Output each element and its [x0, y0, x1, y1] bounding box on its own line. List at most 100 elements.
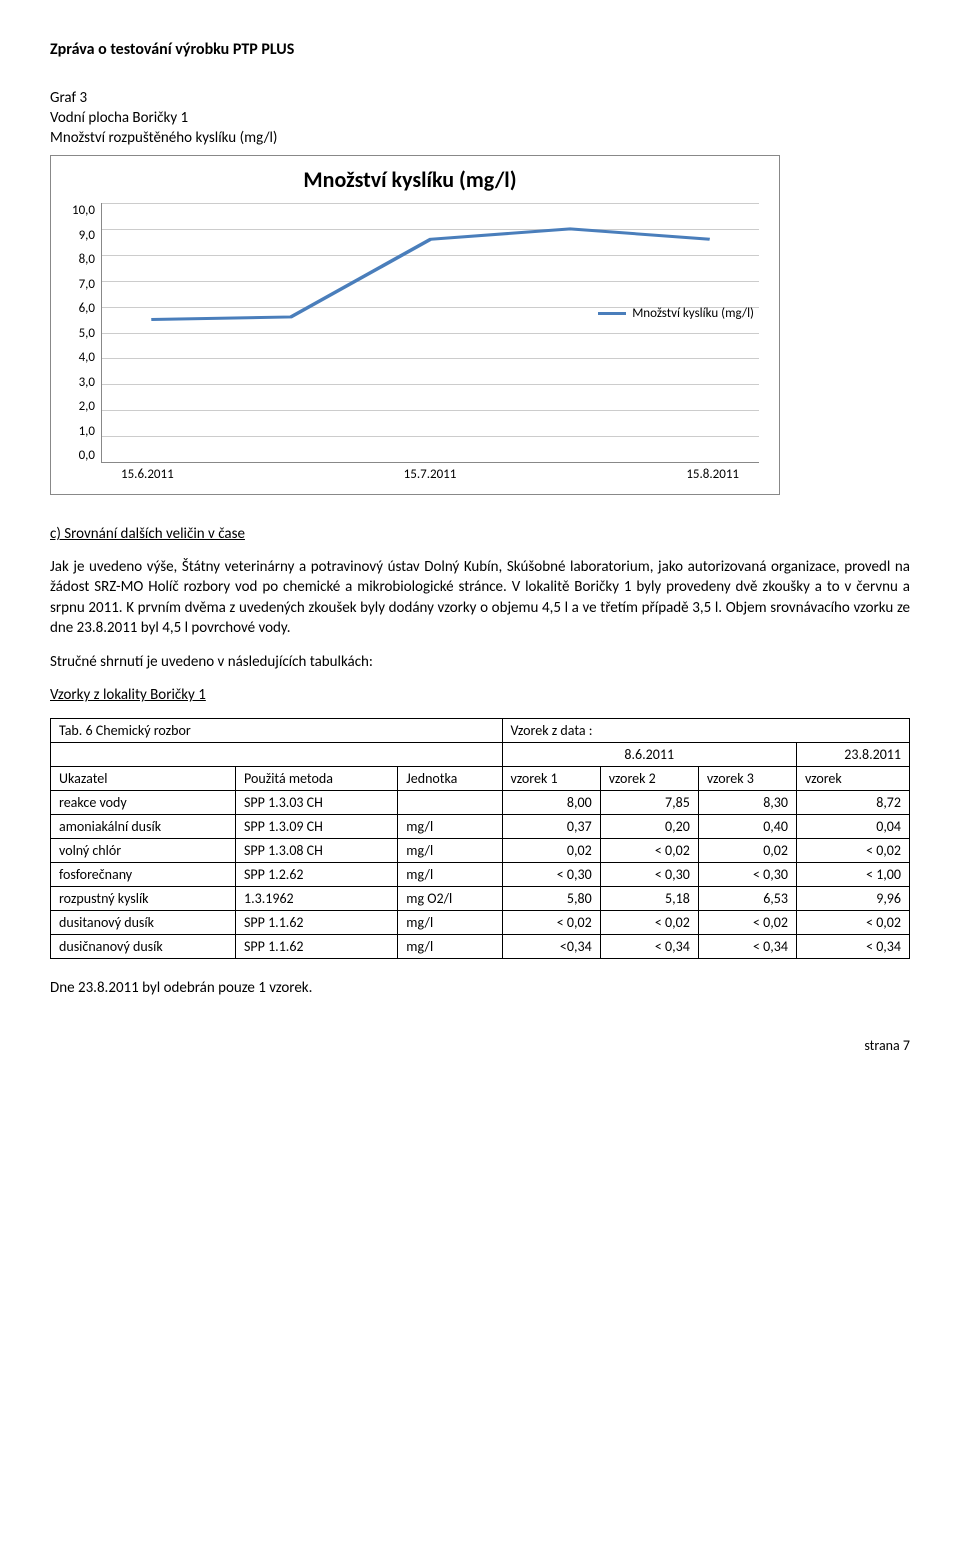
section-c-title: c) Srovnání dalších veličin v čase	[50, 525, 910, 543]
table-cell: SPP 1.3.03 CH	[236, 791, 398, 815]
table-cell: 1.3.1962	[236, 887, 398, 911]
y-tick: 10,0	[72, 203, 95, 218]
footer-note: Dne 23.8.2011 byl odebrán pouze 1 vzorek…	[50, 979, 910, 997]
chemistry-table: Tab. 6 Chemický rozbor Vzorek z data : 8…	[50, 718, 910, 959]
table-cell: < 0,30	[698, 863, 796, 887]
plot-area	[101, 203, 759, 463]
x-axis-labels: 15.6.2011 15.7.2011 15.8.2011	[101, 467, 759, 482]
col-header: Ukazatel	[51, 767, 236, 791]
table-cell: < 0,02	[796, 911, 909, 935]
chart-title: Množství kyslíku (mg/l)	[61, 166, 759, 193]
table-cell: dusitanový dusík	[51, 911, 236, 935]
table-cell: mg/l	[398, 911, 502, 935]
y-tick: 9,0	[79, 228, 95, 243]
table-cell: 8,00	[502, 791, 600, 815]
table-cell: fosforečnany	[51, 863, 236, 887]
chart-body: 10,0 9,0 8,0 7,0 6,0 5,0 4,0 3,0 2,0 1,0 0,0	[61, 203, 759, 463]
y-tick: 2,0	[79, 399, 95, 414]
x-tick: 15.7.2011	[404, 467, 457, 482]
table-cell: 0,40	[698, 815, 796, 839]
table-cell: mg/l	[398, 935, 502, 959]
table-cell: dusičnanový dusík	[51, 935, 236, 959]
graf-subtitle-1: Vodní plocha Boričky 1	[50, 109, 910, 127]
col-header: Jednotka	[398, 767, 502, 791]
table-row: amoniakální dusíkSPP 1.3.09 CHmg/l0,370,…	[51, 815, 910, 839]
table-cell: 7,85	[600, 791, 698, 815]
col-header: vzorek 1	[502, 767, 600, 791]
y-axis: 10,0 9,0 8,0 7,0 6,0 5,0 4,0 3,0 2,0 1,0 0,0	[61, 203, 101, 463]
table-cell: < 0,34	[796, 935, 909, 959]
y-tick: 7,0	[79, 277, 95, 292]
col-header: vzorek 2	[600, 767, 698, 791]
table-dates-row: 8.6.2011 23.8.2011	[51, 743, 910, 767]
y-tick: 4,0	[79, 350, 95, 365]
table-cell: 0,37	[502, 815, 600, 839]
y-tick: 3,0	[79, 375, 95, 390]
table-cell: 0,02	[502, 839, 600, 863]
table-cell: 5,80	[502, 887, 600, 911]
table-row: dusičnanový dusíkSPP 1.1.62mg/l<0,34< 0,…	[51, 935, 910, 959]
y-tick: 6,0	[79, 301, 95, 316]
table-cell: SPP 1.3.08 CH	[236, 839, 398, 863]
table-cell: SPP 1.1.62	[236, 911, 398, 935]
x-tick: 15.8.2011	[686, 467, 739, 482]
table-cell: mg O2/l	[398, 887, 502, 911]
table-cell: 0,04	[796, 815, 909, 839]
table-row: rozpustný kyslík1.3.1962mg O2/l5,805,186…	[51, 887, 910, 911]
table-cell: 9,96	[796, 887, 909, 911]
table-cell: volný chlór	[51, 839, 236, 863]
chart-line	[102, 203, 759, 462]
table-cell: SPP 1.1.62	[236, 935, 398, 959]
report-header: Zpráva o testování výrobku PTP PLUS	[50, 40, 910, 59]
table-cell: < 0,02	[698, 911, 796, 935]
samples-heading: Vzorky z lokality Boričky 1	[50, 686, 910, 704]
table-cell: reakce vody	[51, 791, 236, 815]
table-cell	[398, 791, 502, 815]
y-tick: 5,0	[79, 326, 95, 341]
y-tick: 1,0	[79, 424, 95, 439]
table-cell: rozpustný kyslík	[51, 887, 236, 911]
y-tick: 8,0	[79, 252, 95, 267]
table-cell: < 0,30	[502, 863, 600, 887]
table-row: fosforečnanySPP 1.2.62mg/l< 0,30< 0,30< …	[51, 863, 910, 887]
table-cell: SPP 1.3.09 CH	[236, 815, 398, 839]
table-row: dusitanový dusíkSPP 1.1.62mg/l< 0,02< 0,…	[51, 911, 910, 935]
table-cell: mg/l	[398, 863, 502, 887]
table-cell: < 1,00	[796, 863, 909, 887]
table-cell: 5,18	[600, 887, 698, 911]
legend: Množství kyslíku (mg/l)	[598, 306, 754, 321]
table-cell: < 0,34	[600, 935, 698, 959]
col-header: vzorek	[796, 767, 909, 791]
table-cell: 6,53	[698, 887, 796, 911]
paragraph-2: Stručné shrnutí je uvedeno v následující…	[50, 652, 910, 672]
legend-label: Množství kyslíku (mg/l)	[632, 306, 754, 321]
vzorek-header: Vzorek z data :	[502, 719, 909, 743]
table-cell: 8,72	[796, 791, 909, 815]
col-header: vzorek 3	[698, 767, 796, 791]
table-cell: < 0,02	[600, 911, 698, 935]
table-cell: 0,20	[600, 815, 698, 839]
table-cell: <0,34	[502, 935, 600, 959]
page-number: strana 7	[50, 1037, 910, 1054]
x-tick: 15.6.2011	[121, 467, 174, 482]
table-column-headers: UkazatelPoužitá metodaJednotkavzorek 1vz…	[51, 767, 910, 791]
table-row: reakce vodySPP 1.3.03 CH 8,007,858,308,72	[51, 791, 910, 815]
date-1: 8.6.2011	[502, 743, 796, 767]
table-cell: < 0,02	[796, 839, 909, 863]
table-cell: 8,30	[698, 791, 796, 815]
graf-subtitle-2: Množství rozpuštěného kyslíku (mg/l)	[50, 129, 910, 147]
table-cell: mg/l	[398, 815, 502, 839]
col-header: Použitá metoda	[236, 767, 398, 791]
y-tick: 0,0	[79, 448, 95, 463]
table-cell: 0,02	[698, 839, 796, 863]
paragraph-1: Jak je uvedeno výše, Štátny veterinárny …	[50, 557, 910, 638]
table-cell: < 0,02	[502, 911, 600, 935]
table-cell: SPP 1.2.62	[236, 863, 398, 887]
table-caption: Tab. 6 Chemický rozbor	[51, 719, 503, 743]
table-cell: amoniakální dusík	[51, 815, 236, 839]
table-row: volný chlórSPP 1.3.08 CHmg/l0,02< 0,020,…	[51, 839, 910, 863]
table-caption-row: Tab. 6 Chemický rozbor Vzorek z data :	[51, 719, 910, 743]
table-cell: < 0,02	[600, 839, 698, 863]
graf-number: Graf 3	[50, 89, 910, 107]
date-2: 23.8.2011	[796, 743, 909, 767]
